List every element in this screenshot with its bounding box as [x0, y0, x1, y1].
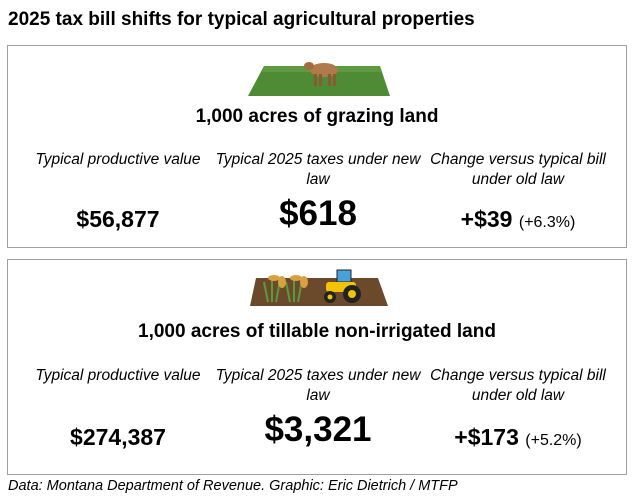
productive-value: $56,877 [76, 206, 160, 232]
taxes-2025-label: Typical 2025 taxes under new law [215, 367, 421, 404]
grazing-field-cow-icon [242, 54, 392, 105]
change-column: Change versus typical bill under old law [413, 150, 623, 190]
productive-value-label: Typical productive value [35, 151, 201, 168]
grazing-land-panel: 1,000 acres of grazing land Typical prod… [7, 45, 627, 248]
panel-heading: 1,000 acres of grazing land [195, 106, 439, 127]
change-percent: (+5.2%) [525, 432, 582, 449]
productive-value-column: Typical productive value [13, 150, 223, 170]
change-value: +$173 [454, 424, 519, 450]
source-note: Data: Montana Department of Revenue. Gra… [8, 478, 458, 494]
change-label: Change versus typical bill under old law [430, 151, 606, 188]
change-column: Change versus typical bill under old law [413, 366, 623, 406]
change-percent: (+6.3%) [518, 214, 576, 231]
tillable-land-panel: 1,000 acres of tillable non-irrigated la… [7, 259, 627, 475]
productive-value: $274,387 [70, 424, 166, 450]
change-value: +$39 [460, 206, 513, 232]
farm-field-wheat-tractor-icon [242, 264, 392, 315]
productive-value-column: Typical productive value [13, 366, 223, 386]
page-title: 2025 tax bill shifts for typical agricul… [8, 9, 475, 30]
change-label: Change versus typical bill under old law [430, 367, 606, 404]
taxes-2025-value: $618 [279, 194, 357, 233]
panel-heading: 1,000 acres of tillable non-irrigated la… [138, 321, 496, 342]
taxes-2025-column: Typical 2025 taxes under new law [213, 150, 423, 190]
taxes-2025-value: $3,321 [264, 410, 372, 449]
productive-value-label: Typical productive value [35, 367, 201, 384]
taxes-2025-label: Typical 2025 taxes under new law [215, 151, 421, 188]
taxes-2025-column: Typical 2025 taxes under new law [213, 366, 423, 406]
